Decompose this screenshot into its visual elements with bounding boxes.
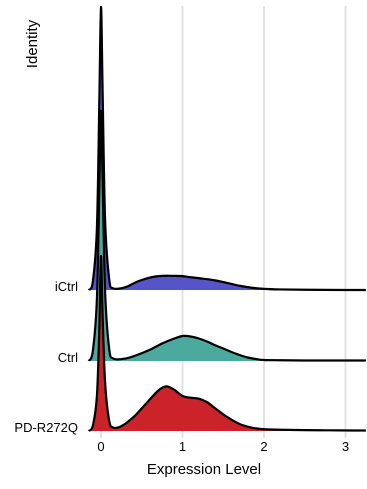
grid-lines [100, 6, 347, 438]
ridges [87, 5, 366, 432]
ridge-area-ctrl [88, 110, 366, 361]
y-axis-categories: iCtrl Ctrl PD-R272Q [14, 279, 78, 435]
category-label-ctrl: Ctrl [58, 350, 78, 365]
category-label-pd-r272q: PD-R272Q [14, 420, 78, 435]
ridge-outline-pd-r272q [87, 254, 366, 432]
x-tick-label: 0 [97, 439, 104, 454]
ridge-outline-ctrl [87, 109, 366, 362]
x-axis-ticks: 0 1 2 3 [97, 439, 349, 454]
x-tick-label: 2 [260, 439, 267, 454]
x-axis-title: Expression Level [147, 461, 261, 478]
ridge-area-ictrl [88, 6, 366, 291]
ridge-outline-ictrl [87, 5, 366, 292]
x-tick-label: 3 [342, 439, 349, 454]
x-tick-label: 1 [179, 439, 186, 454]
y-axis-title: Identity [24, 19, 41, 68]
category-label-ictrl: iCtrl [55, 279, 78, 294]
